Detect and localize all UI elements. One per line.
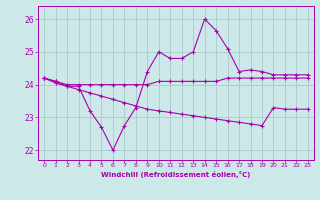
X-axis label: Windchill (Refroidissement éolien,°C): Windchill (Refroidissement éolien,°C): [101, 171, 251, 178]
